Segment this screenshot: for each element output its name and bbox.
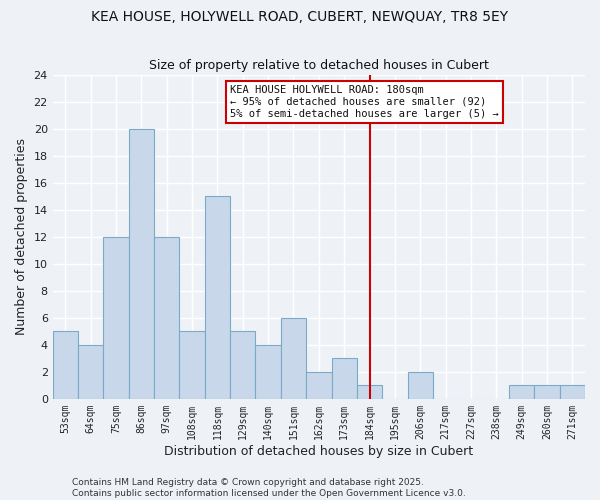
Bar xyxy=(407,372,433,399)
X-axis label: Distribution of detached houses by size in Cubert: Distribution of detached houses by size … xyxy=(164,444,473,458)
Bar xyxy=(53,332,78,399)
Bar xyxy=(205,196,230,399)
Bar xyxy=(78,345,103,399)
Text: KEA HOUSE, HOLYWELL ROAD, CUBERT, NEWQUAY, TR8 5EY: KEA HOUSE, HOLYWELL ROAD, CUBERT, NEWQUA… xyxy=(91,10,509,24)
Y-axis label: Number of detached properties: Number of detached properties xyxy=(15,138,28,335)
Bar xyxy=(509,386,535,399)
Bar xyxy=(179,332,205,399)
Title: Size of property relative to detached houses in Cubert: Size of property relative to detached ho… xyxy=(149,59,489,72)
Bar xyxy=(332,358,357,399)
Text: Contains HM Land Registry data © Crown copyright and database right 2025.
Contai: Contains HM Land Registry data © Crown c… xyxy=(72,478,466,498)
Bar xyxy=(230,332,256,399)
Bar xyxy=(560,386,585,399)
Bar xyxy=(281,318,306,399)
Bar xyxy=(535,386,560,399)
Bar xyxy=(129,128,154,399)
Bar xyxy=(306,372,332,399)
Bar xyxy=(154,236,179,399)
Text: KEA HOUSE HOLYWELL ROAD: 180sqm
← 95% of detached houses are smaller (92)
5% of : KEA HOUSE HOLYWELL ROAD: 180sqm ← 95% of… xyxy=(230,86,499,118)
Bar xyxy=(256,345,281,399)
Bar xyxy=(357,386,382,399)
Bar xyxy=(103,236,129,399)
